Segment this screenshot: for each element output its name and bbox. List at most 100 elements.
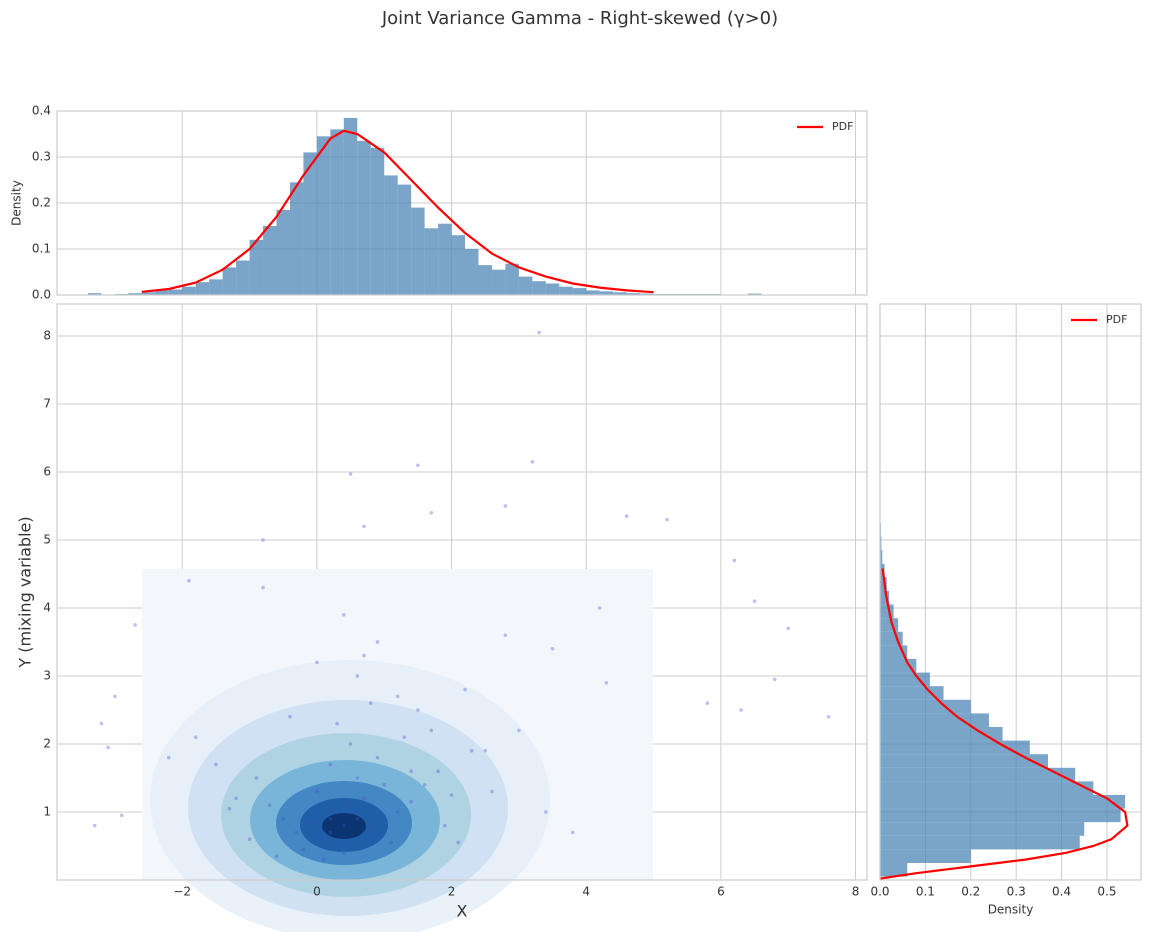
x-tick-label: −2 — [173, 885, 191, 899]
histogram-bar — [880, 577, 887, 591]
histogram-bar — [880, 822, 1085, 836]
scatter-point — [503, 633, 508, 637]
scatter-point — [537, 330, 541, 335]
scatter-point — [449, 793, 454, 797]
histogram-bar — [880, 781, 1094, 795]
scatter-point — [368, 701, 373, 705]
y-tick-label: 0.0 — [32, 288, 51, 302]
scatter-point — [308, 820, 312, 824]
kde-level — [322, 813, 366, 839]
y-tick-label: 1 — [43, 804, 51, 818]
x-tick-label: 8 — [852, 885, 860, 899]
histogram-bar — [880, 808, 1121, 823]
scatter-point — [328, 830, 333, 835]
scatter-point — [416, 463, 420, 467]
legend-label: PDF — [1106, 313, 1127, 326]
scatter-point — [362, 653, 366, 658]
histogram-bar — [397, 184, 412, 295]
histogram-bar — [303, 152, 317, 295]
data-layer: 0.0 0.1 0.2 0.3 0.4 PDF Density −2 0 2 4 6 8 1 2 3 4 5 6 7 8… — [10, 104, 1142, 921]
scatter-point — [705, 701, 710, 705]
scatter-point — [355, 816, 360, 821]
scatter-point — [570, 830, 575, 835]
histogram-bar — [880, 726, 1003, 741]
scatter-point — [409, 769, 413, 773]
scatter-point — [456, 840, 461, 845]
scatter-point — [389, 840, 393, 845]
histogram-bar — [880, 686, 944, 700]
scatter-point — [429, 510, 434, 515]
scatter-point — [382, 782, 387, 787]
scatter-point — [335, 721, 339, 726]
scatter-point — [315, 660, 319, 665]
y-tick-label: 0.4 — [32, 104, 51, 118]
histogram-bar — [880, 713, 989, 727]
scatter-point — [826, 714, 831, 719]
histogram-bar — [880, 767, 1076, 782]
scatter-point — [422, 782, 427, 787]
scatter-point — [604, 680, 609, 685]
histogram-bar — [880, 618, 899, 632]
scatter-point — [517, 728, 521, 733]
scatter-point — [443, 823, 447, 828]
histogram-bar — [424, 228, 439, 295]
scatter-point — [234, 796, 238, 801]
x-tick-label: 2 — [448, 885, 456, 899]
y-tick-label: 4 — [43, 600, 51, 614]
scatter-point — [436, 769, 440, 773]
scatter-point — [739, 708, 743, 712]
scatter-point — [214, 762, 218, 767]
histogram-bar — [128, 293, 142, 295]
histogram-bar — [545, 283, 560, 295]
scatter-point — [624, 514, 629, 518]
scatter-point — [375, 755, 380, 760]
scatter-point — [402, 735, 407, 739]
histogram-bar — [222, 267, 237, 295]
histogram-bar — [880, 550, 883, 564]
y-tick-label: 6 — [43, 464, 51, 478]
scatter-point — [301, 847, 306, 852]
scatter-point — [375, 833, 380, 838]
y-tick-label: 3 — [43, 668, 51, 682]
scatter-point — [416, 708, 420, 712]
y-tick-label: 0.1 — [32, 242, 51, 256]
histogram-bar — [209, 279, 223, 295]
histogram-bar — [411, 207, 425, 295]
scatter-point — [227, 806, 232, 811]
histogram-bar — [880, 754, 1048, 768]
x-axis-label: Density — [988, 903, 1034, 917]
scatter-point — [463, 687, 467, 692]
histogram-bar — [155, 290, 169, 295]
scatter-point — [294, 830, 299, 835]
histogram-bar — [141, 292, 156, 295]
scatter-point — [342, 823, 346, 828]
scatter-point — [429, 728, 434, 733]
scatter-point — [550, 646, 555, 651]
histogram-bar — [880, 849, 971, 863]
y-axis-label: Y (mixing variable) — [16, 516, 35, 668]
scatter-point — [315, 789, 319, 794]
scatter-point — [267, 803, 272, 807]
histogram-bar — [880, 590, 890, 605]
histogram-bar — [599, 291, 614, 295]
scatter-point — [247, 837, 252, 841]
histogram-bar — [289, 182, 304, 295]
histogram-bar — [357, 140, 371, 295]
x-axis-label: X — [457, 902, 468, 921]
scatter-point — [483, 748, 488, 753]
scatter-point — [335, 810, 339, 814]
histogram-bar — [370, 147, 385, 295]
scatter-point — [786, 626, 791, 631]
pdf-line — [880, 568, 1129, 880]
scatter-point — [503, 504, 508, 508]
scatter-point — [193, 735, 198, 739]
scatter-point — [261, 585, 265, 590]
x-tick-label: 0.0 — [870, 885, 889, 899]
panel-frame — [56, 110, 868, 296]
scatter-point — [368, 827, 373, 831]
scatter-point — [362, 796, 366, 801]
histogram-bar — [880, 536, 882, 551]
panel-frame — [56, 303, 868, 881]
histogram-bar — [478, 265, 492, 295]
